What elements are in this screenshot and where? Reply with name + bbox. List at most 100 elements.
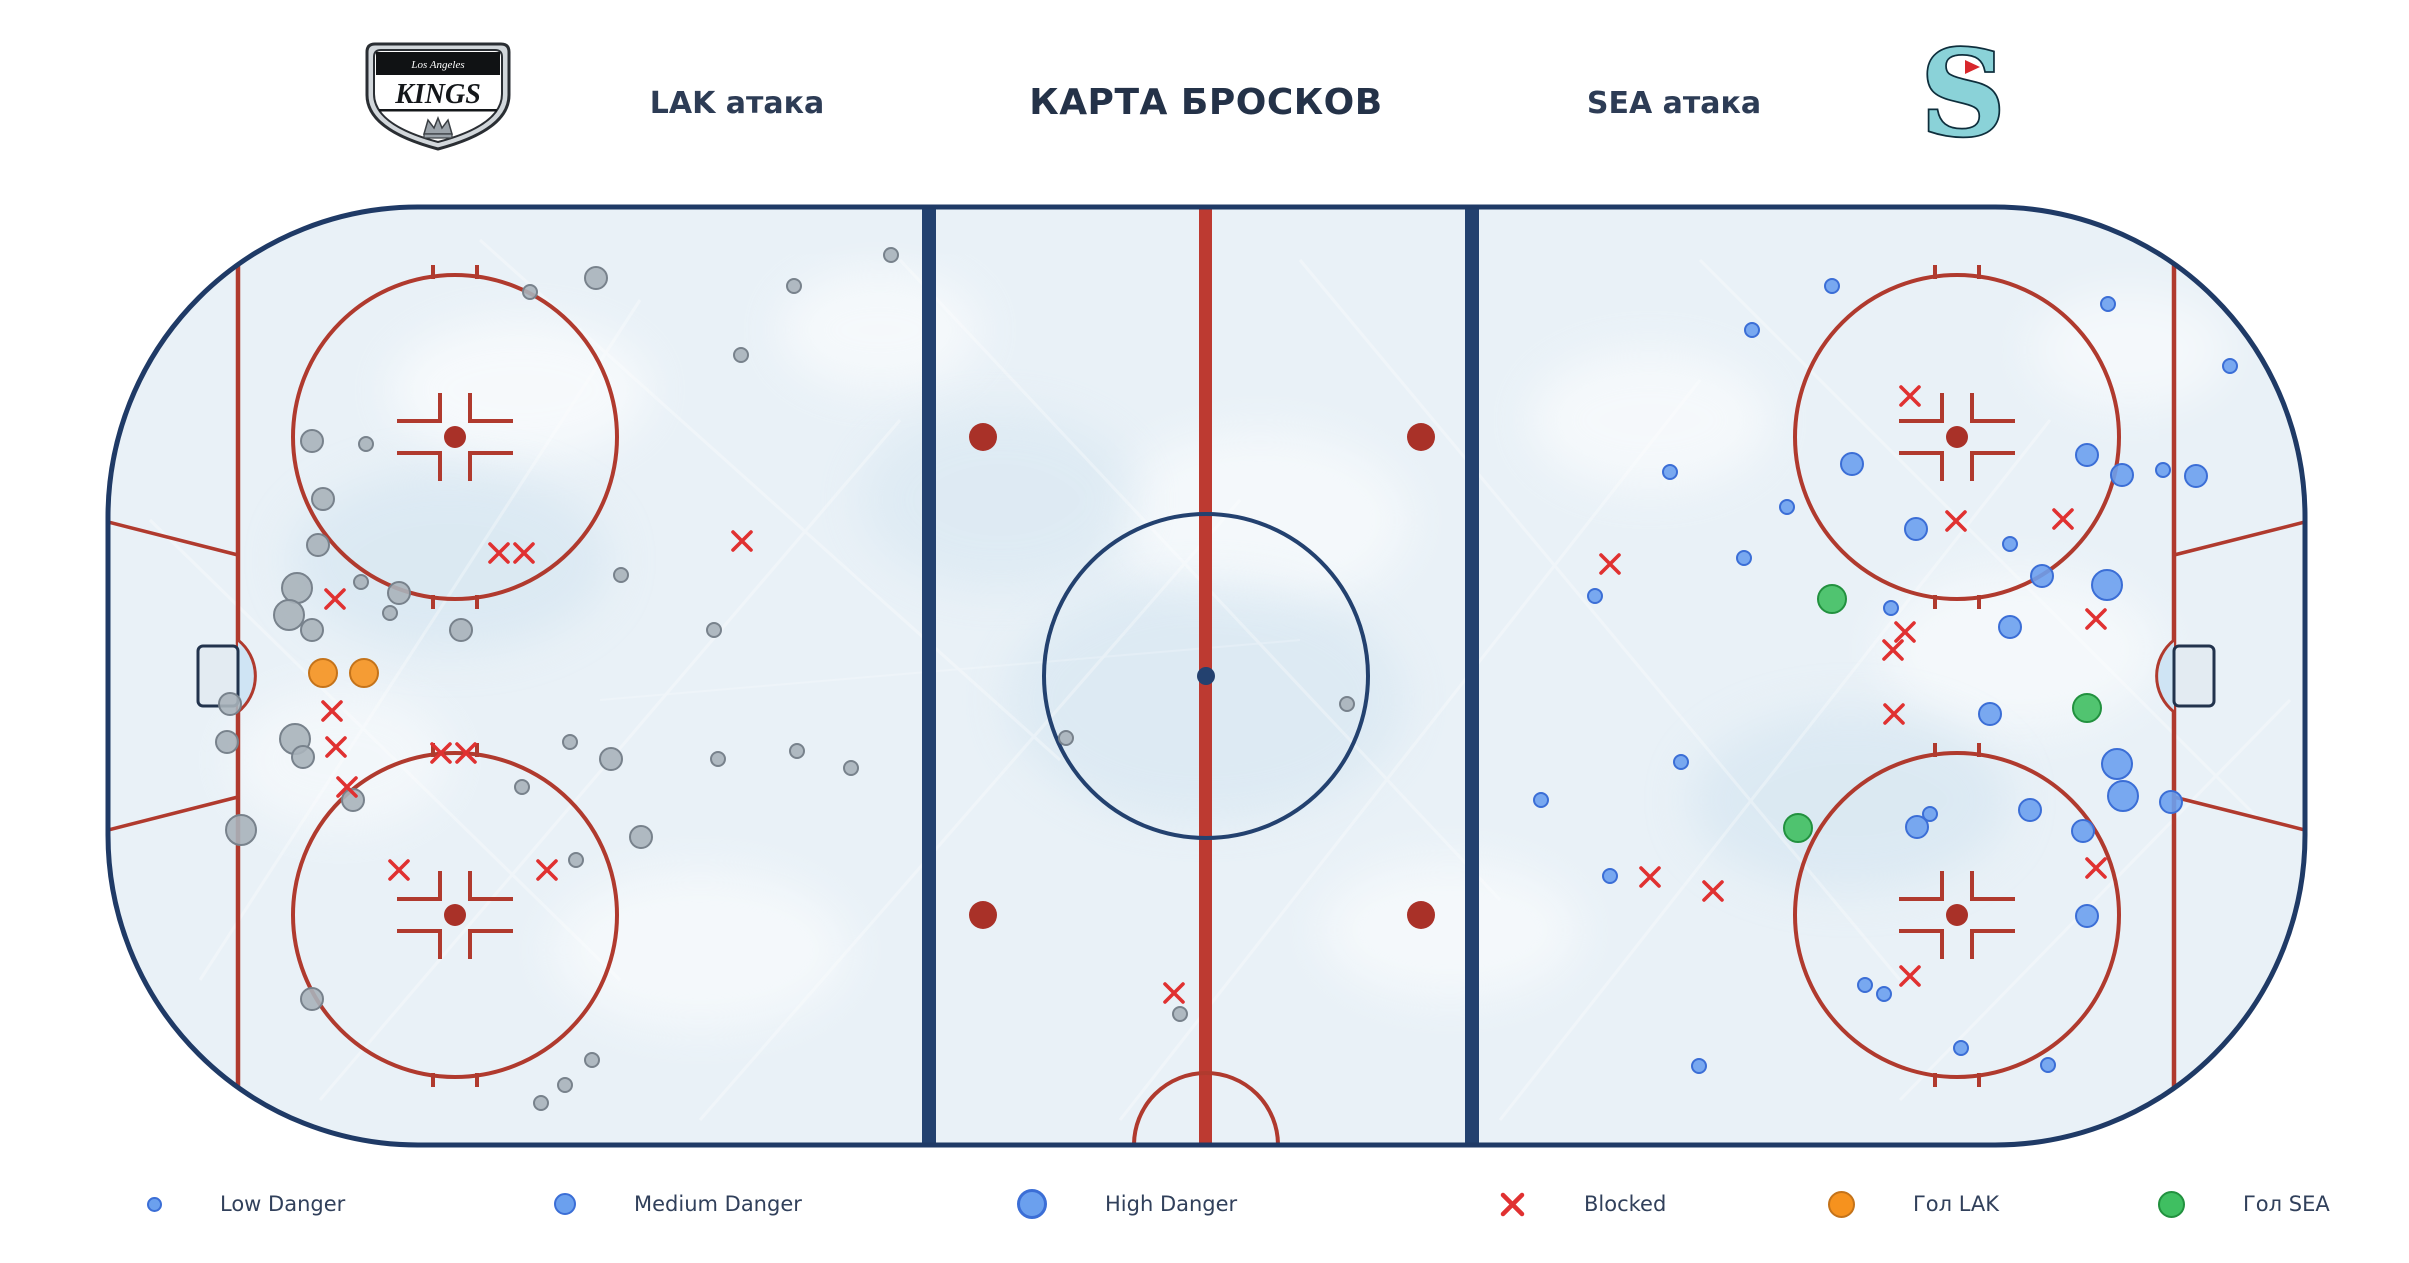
lak-shot-marker	[1339, 696, 1355, 712]
kings-name-text: KINGS	[394, 79, 481, 110]
sea-shot-marker	[1905, 815, 1929, 839]
sea-goal-marker	[2072, 693, 2102, 723]
lak-shot-marker	[710, 751, 726, 767]
lak-shot-marker	[568, 852, 584, 868]
sea-blocked-marker	[1639, 866, 1661, 888]
lak-shot-marker	[218, 692, 242, 716]
legend-label-low-danger: Low Danger	[220, 1192, 346, 1216]
sea-shot-marker	[1876, 986, 1892, 1002]
medium-danger-dot-icon	[554, 1193, 576, 1215]
goal-net-right	[2172, 644, 2216, 708]
sea-shot-marker	[1978, 702, 2002, 726]
lak-shot-marker	[557, 1077, 573, 1093]
lak-shot-marker	[599, 747, 623, 771]
lak-shot-marker	[533, 1095, 549, 1111]
legend-label-high-danger: High Danger	[1105, 1192, 1238, 1216]
lak-shot-series	[215, 247, 1355, 1111]
sea-goal-marker	[1817, 584, 1847, 614]
sea-shot-marker	[2110, 463, 2134, 487]
legend-item-blocked: Blocked	[1499, 1186, 1666, 1222]
lak-blocked-marker	[488, 542, 510, 564]
sea-shot-marker	[2091, 569, 2123, 601]
sea-shot-marker	[1824, 278, 1840, 294]
legend-item-high-danger: High Danger	[1017, 1186, 1237, 1222]
kraken-s-letter: S	[1920, 30, 2005, 160]
goal-net-left	[196, 644, 240, 708]
lak-shot-marker	[522, 284, 538, 300]
rink-ice-surface	[108, 207, 2305, 1145]
faceoff-circles	[291, 273, 2121, 1079]
sea-shot-marker	[1736, 550, 1752, 566]
sea-blocked-marker	[1883, 703, 1905, 725]
legend-item-medium-danger: Medium Danger	[554, 1186, 802, 1222]
lak-shot-marker	[613, 567, 629, 583]
sea-blocked-marker	[1945, 510, 1967, 532]
lak-shot-marker	[387, 581, 411, 605]
legend-label-goal-lak: Гол LAK	[1913, 1192, 2000, 1216]
lak-shot-marker	[883, 247, 899, 263]
sea-blocked-marker	[1894, 621, 1916, 643]
lak-blocked-marker	[455, 742, 477, 764]
sea-blocked-marker	[1899, 965, 1921, 987]
center-dot	[1197, 667, 1215, 685]
center-circle	[1042, 512, 1370, 840]
crown-icon	[423, 115, 453, 139]
lak-shot-marker	[358, 436, 374, 452]
sea-blocked-marker	[1702, 880, 1724, 902]
sea-shot-marker	[2100, 296, 2116, 312]
faceoff-dots	[444, 423, 1968, 929]
lak-blocked-marker	[731, 530, 753, 552]
lak-shot-marker	[1172, 1006, 1188, 1022]
legend-item-low-danger: Low Danger	[147, 1186, 345, 1222]
sea-shot-marker	[1883, 600, 1899, 616]
rink-boards-outline	[105, 204, 2308, 1148]
sea-shot-marker	[2159, 790, 2183, 814]
kings-top-band	[376, 52, 500, 75]
lak-blocked-marker	[325, 736, 347, 758]
lak-shot-marker	[353, 574, 369, 590]
sea-shot-marker	[2075, 904, 2099, 928]
lak-attack-label: LAK атака	[649, 86, 825, 121]
lak-shot-marker	[584, 1052, 600, 1068]
lak-shot-marker	[514, 779, 530, 795]
sea-blocked-marker	[2085, 608, 2107, 630]
sea-attack-label: SEA атака	[1586, 86, 1762, 121]
sea-shot-marker	[2222, 358, 2238, 374]
lak-shot-marker	[291, 745, 315, 769]
la-kings-logo: Los Angeles KINGS	[365, 42, 511, 151]
lak-shot-marker	[1058, 730, 1074, 746]
sea-goal-series	[1783, 584, 2102, 843]
goal-crease-left	[237, 638, 257, 714]
kings-city-text: Los Angeles	[410, 59, 464, 71]
lak-shot-marker	[311, 487, 335, 511]
low-danger-dot-icon	[147, 1196, 162, 1212]
sea-shot-marker	[2018, 798, 2042, 822]
lak-shot-marker	[584, 266, 608, 290]
sea-shot-marker	[1602, 868, 1618, 884]
sea-shot-marker	[2184, 464, 2208, 488]
sea-blocked-marker	[1882, 639, 1904, 661]
lak-blocked-series	[321, 530, 1185, 1004]
sea-shot-series	[1533, 278, 2238, 1074]
kings-divider	[379, 109, 497, 112]
sea-shot-marker	[1922, 806, 1938, 822]
lak-shot-marker	[843, 760, 859, 776]
sea-shot-marker	[2002, 536, 2018, 552]
sea-shot-marker	[1857, 977, 1873, 993]
lak-shot-marker	[225, 814, 257, 846]
sea-shot-marker	[1840, 452, 1864, 476]
blue-line-left	[922, 207, 936, 1145]
sea-blocked-series	[1599, 385, 2107, 987]
legend-label-blocked: Blocked	[1584, 1192, 1667, 1216]
lak-shot-marker	[789, 743, 805, 759]
sea-shot-marker	[1744, 322, 1760, 338]
goal-lak-dot-icon	[1828, 1190, 1855, 1218]
referee-crease	[1132, 1071, 1280, 1145]
shot-markers-layer	[215, 247, 2238, 1111]
trapezoid-lines	[108, 520, 2305, 832]
lak-blocked-marker	[1163, 982, 1185, 1004]
sea-blocked-marker	[2085, 857, 2107, 879]
sea-shot-marker	[2040, 1057, 2056, 1073]
